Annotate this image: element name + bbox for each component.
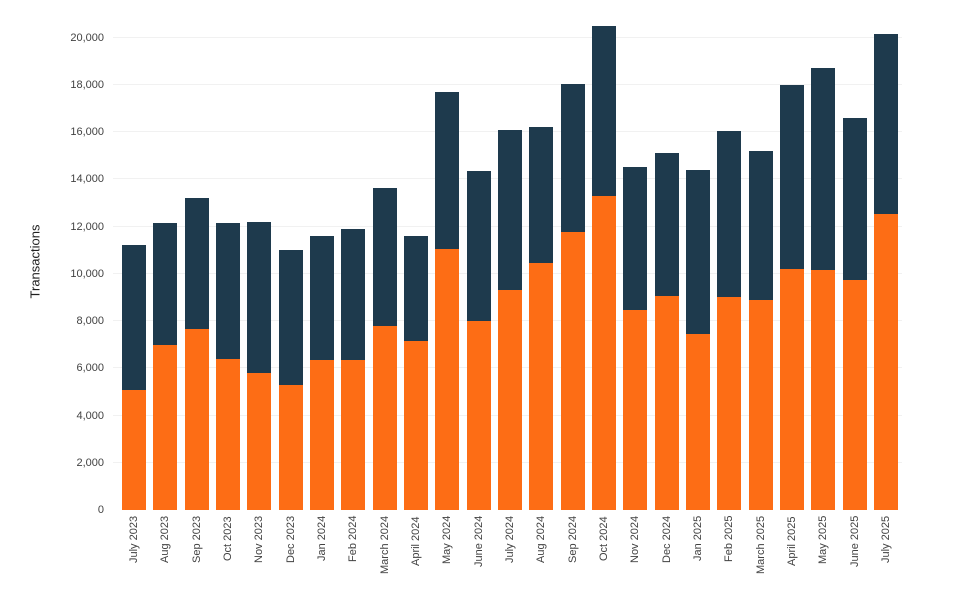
x-tick-label: July 2023 [128, 516, 140, 564]
bar-segment-bottom[interactable] [341, 359, 366, 510]
bar-segment-top[interactable] [591, 25, 616, 196]
x-tick-label: July 2025 [879, 516, 892, 564]
x-tick-label: Jan 2024 [315, 516, 328, 562]
bar-segment-top[interactable] [215, 222, 240, 359]
x-tick-label: June 2025 [848, 516, 861, 568]
y-tick-label: 18,000 [70, 78, 104, 91]
y-tick-label: 14,000 [70, 173, 104, 186]
x-tick-label: May 2025 [817, 516, 830, 565]
y-tick-label: 10,000 [70, 267, 104, 280]
bar-segment-bottom[interactable] [153, 344, 178, 510]
bar-segment-bottom[interactable] [591, 195, 616, 510]
bar-segment-bottom[interactable] [435, 248, 460, 510]
x-tick-label: Aug 2023 [159, 516, 172, 564]
x-tick-label: Jan 2025 [691, 516, 704, 562]
bar-segment-top[interactable] [153, 222, 178, 345]
bar-segment-bottom[interactable] [779, 269, 804, 510]
x-tick-label: Nov 2023 [253, 516, 266, 564]
x-tick-label: June 2024 [472, 516, 485, 568]
gridline [113, 36, 902, 38]
x-tick-label: Feb 2025 [723, 516, 736, 563]
bar-segment-top[interactable] [748, 150, 773, 300]
bar-segment-top[interactable] [529, 127, 554, 264]
bar-segment-bottom[interactable] [842, 279, 867, 510]
y-tick-label: 12,000 [70, 220, 104, 233]
bar-segment-top[interactable] [779, 84, 804, 270]
y-tick-label: 0 [97, 504, 104, 516]
bar-segment-bottom[interactable] [685, 334, 710, 510]
bar-segment-bottom[interactable] [873, 213, 898, 510]
y-tick-label: 2,000 [76, 456, 104, 469]
x-tick-label: July 2024 [503, 516, 516, 564]
bar-segment-bottom[interactable] [466, 321, 491, 510]
x-tick-label: Dec 2024 [660, 516, 673, 564]
x-tick-label: May 2024 [441, 516, 454, 565]
y-tick-label: 4,000 [76, 409, 104, 422]
bar-segment-bottom[interactable] [309, 359, 334, 510]
bar-segment-top[interactable] [623, 167, 648, 311]
bar-segment-bottom[interactable] [497, 290, 522, 510]
bar-segment-top[interactable] [247, 221, 272, 373]
bar-segment-bottom[interactable] [529, 263, 554, 510]
bar-segment-top[interactable] [811, 68, 836, 271]
y-tick-label: 6,000 [76, 362, 104, 375]
bar-segment-bottom[interactable] [654, 296, 679, 510]
y-axis-title: Transactions [27, 224, 43, 299]
x-tick-label: Sep 2024 [566, 516, 579, 564]
bar-segment-bottom[interactable] [372, 325, 397, 510]
bar-segment-top[interactable] [372, 187, 397, 326]
bar-segment-top[interactable] [341, 228, 366, 360]
x-tick-label: April 2025 [785, 516, 798, 566]
bar-segment-top[interactable] [654, 153, 679, 297]
bar-segment-top[interactable] [717, 130, 742, 298]
x-tick-label: March 2024 [378, 516, 391, 575]
x-tick-label: March 2025 [754, 516, 767, 575]
bar-segment-bottom[interactable] [403, 341, 428, 510]
bar-segment-top[interactable] [403, 235, 428, 342]
bar-segment-top[interactable] [184, 198, 209, 330]
bar-segment-top[interactable] [435, 91, 460, 249]
bar-segment-bottom[interactable] [122, 389, 146, 510]
y-tick-label: 20,000 [70, 31, 104, 44]
bar-segment-top[interactable] [560, 83, 585, 233]
y-tick-label: 8,000 [76, 315, 104, 327]
bar-segment-top[interactable] [278, 250, 303, 385]
x-tick-label: Dec 2023 [284, 516, 297, 564]
x-tick-label: Sep 2023 [190, 516, 203, 564]
bar-segment-top[interactable] [309, 235, 334, 360]
bar-segment-bottom[interactable] [560, 232, 585, 510]
bar-segment-bottom[interactable] [748, 299, 773, 510]
bar-segment-top[interactable] [685, 169, 710, 334]
bar-segment-top[interactable] [873, 33, 898, 214]
bar-segment-top[interactable] [842, 117, 867, 280]
x-tick-label: Oct 2023 [221, 516, 234, 561]
bar-segment-bottom[interactable] [215, 358, 240, 510]
bar-segment-bottom[interactable] [811, 270, 836, 510]
bar-segment-bottom[interactable] [278, 384, 303, 510]
bar-segment-bottom[interactable] [247, 372, 272, 510]
x-tick-label: Aug 2024 [535, 516, 548, 564]
x-tick-label: Feb 2024 [347, 516, 360, 563]
bar-segment-top[interactable] [122, 245, 146, 390]
x-tick-label: Nov 2024 [629, 516, 642, 564]
bar-segment-bottom[interactable] [184, 329, 209, 510]
bar-segment-bottom[interactable] [623, 310, 648, 510]
bar-segment-bottom[interactable] [717, 297, 742, 510]
bar-segment-top[interactable] [497, 129, 522, 291]
gridline [113, 83, 902, 85]
x-tick-label: Oct 2024 [597, 516, 610, 561]
y-tick-label: 16,000 [70, 126, 104, 138]
plot-area [113, 15, 902, 510]
bar-segment-top[interactable] [466, 170, 491, 321]
x-tick-label: April 2024 [409, 516, 422, 566]
